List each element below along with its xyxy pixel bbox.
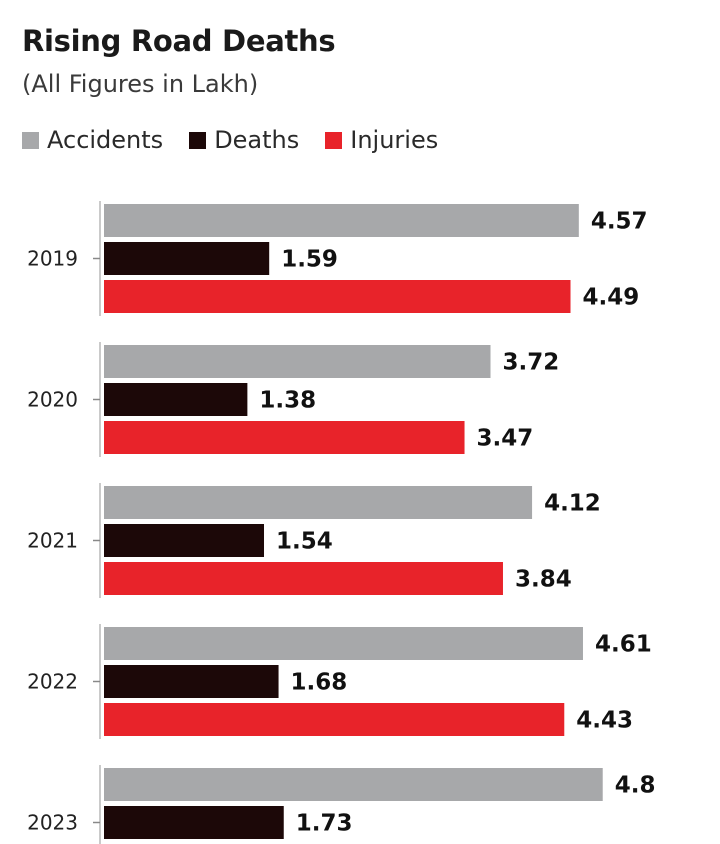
y-tick-label-2019: 2019 (27, 247, 78, 271)
legend-label-accidents: Accidents (47, 126, 164, 154)
data-label-deaths-2023: 1.73 (296, 811, 353, 837)
data-label-accidents-2020: 3.72 (503, 350, 560, 376)
bar-accidents-2022 (104, 627, 583, 660)
bar-deaths-2023 (104, 806, 284, 839)
legend-swatch-deaths (189, 131, 207, 149)
bar-injuries-2020 (104, 421, 465, 454)
data-label-injuries-2022: 4.43 (576, 708, 633, 734)
legend: Accidents Deaths Injuries (22, 126, 464, 154)
data-label-accidents-2021: 4.12 (544, 491, 601, 517)
chart-title: Rising Road Deaths (22, 24, 336, 58)
bar-injuries-2021 (104, 562, 503, 595)
bar-deaths-2020 (104, 383, 248, 416)
y-tick-label-2023: 2023 (27, 811, 78, 835)
legend-item-accidents: Accidents (22, 126, 163, 154)
chart-subtitle: (All Figures in Lakh) (22, 70, 259, 98)
legend-swatch-injuries (325, 131, 343, 149)
legend-item-deaths: Deaths (189, 126, 299, 154)
bar-injuries-2022 (104, 703, 565, 736)
data-label-accidents-2022: 4.61 (595, 632, 652, 658)
bar-deaths-2019 (104, 242, 270, 275)
data-label-deaths-2019: 1.59 (281, 247, 338, 273)
data-label-injuries-2021: 3.84 (515, 567, 572, 593)
bar-injuries-2019 (104, 280, 571, 313)
bar-deaths-2021 (104, 524, 265, 557)
bar-accidents-2021 (104, 486, 533, 519)
y-tick-label-2022: 2022 (27, 670, 78, 694)
data-label-deaths-2021: 1.54 (276, 529, 333, 555)
data-label-accidents-2023: 4.8 (615, 773, 656, 799)
bar-accidents-2020 (104, 345, 491, 378)
legend-label-injuries: Injuries (350, 126, 439, 154)
data-label-deaths-2020: 1.38 (259, 388, 316, 414)
data-label-accidents-2019: 4.57 (591, 209, 648, 235)
legend-label-deaths: Deaths (214, 126, 300, 154)
y-tick-label-2020: 2020 (27, 388, 78, 412)
data-label-injuries-2019: 4.49 (583, 285, 640, 311)
bar-accidents-2019 (104, 204, 579, 237)
bar-accidents-2023 (104, 768, 603, 801)
data-label-injuries-2020: 3.47 (477, 426, 534, 452)
y-tick-label-2021: 2021 (27, 529, 78, 553)
legend-item-injuries: Injuries (325, 126, 438, 154)
legend-swatch-accidents (22, 131, 39, 149)
bar-deaths-2022 (104, 665, 279, 698)
data-label-deaths-2022: 1.68 (291, 670, 348, 696)
